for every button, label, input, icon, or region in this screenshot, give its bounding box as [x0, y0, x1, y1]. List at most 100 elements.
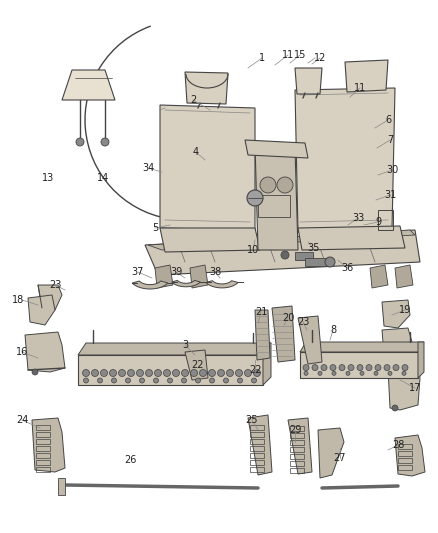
Circle shape [346, 372, 350, 375]
Circle shape [247, 190, 263, 206]
Polygon shape [300, 342, 424, 352]
Circle shape [393, 365, 399, 370]
Circle shape [325, 257, 335, 267]
Text: 11: 11 [354, 83, 366, 93]
Circle shape [357, 365, 363, 370]
Text: 31: 31 [384, 190, 396, 200]
Text: 33: 33 [352, 213, 364, 223]
Polygon shape [288, 418, 312, 474]
Circle shape [332, 372, 336, 375]
Circle shape [82, 369, 89, 376]
Circle shape [223, 378, 229, 383]
Circle shape [236, 369, 243, 376]
Polygon shape [345, 60, 388, 92]
Polygon shape [300, 352, 418, 378]
Text: 28: 28 [392, 440, 404, 450]
Polygon shape [38, 285, 62, 310]
Text: 15: 15 [294, 50, 306, 60]
Circle shape [366, 365, 372, 370]
Circle shape [110, 369, 117, 376]
Circle shape [244, 369, 251, 376]
Polygon shape [388, 365, 420, 410]
Text: 7: 7 [387, 135, 393, 145]
Bar [398, 451, 412, 456]
Circle shape [226, 369, 233, 376]
Bar [295, 252, 313, 260]
Bar [250, 460, 264, 465]
Circle shape [101, 138, 109, 146]
Polygon shape [248, 415, 272, 475]
Text: 17: 17 [409, 383, 421, 393]
Polygon shape [418, 342, 424, 378]
Text: 29: 29 [289, 425, 301, 435]
Circle shape [260, 177, 276, 193]
Bar [36, 425, 50, 430]
Circle shape [392, 405, 398, 411]
Circle shape [384, 365, 390, 370]
Polygon shape [255, 310, 270, 360]
Circle shape [402, 365, 408, 370]
Text: 9: 9 [375, 217, 381, 227]
Text: 21: 21 [255, 307, 267, 317]
Text: 37: 37 [132, 267, 144, 277]
Circle shape [402, 372, 406, 375]
Bar [250, 425, 264, 430]
Circle shape [84, 378, 88, 383]
Text: 18: 18 [12, 295, 24, 305]
Bar [36, 439, 50, 444]
Text: 8: 8 [330, 325, 336, 335]
Polygon shape [185, 72, 228, 104]
Polygon shape [263, 343, 271, 385]
Polygon shape [160, 228, 260, 252]
Circle shape [173, 369, 180, 376]
Bar [36, 446, 50, 451]
Polygon shape [78, 355, 263, 385]
Bar [36, 467, 50, 472]
Text: 39: 39 [170, 267, 182, 277]
Circle shape [348, 365, 354, 370]
Circle shape [191, 369, 198, 376]
Bar [258, 195, 290, 217]
Circle shape [237, 378, 243, 383]
Polygon shape [318, 428, 344, 478]
Polygon shape [62, 70, 115, 100]
Polygon shape [298, 316, 322, 364]
Circle shape [153, 378, 159, 383]
Polygon shape [148, 230, 415, 250]
Text: 34: 34 [142, 163, 154, 173]
Circle shape [119, 369, 126, 376]
Circle shape [218, 369, 225, 376]
Text: 27: 27 [334, 453, 346, 463]
Circle shape [127, 369, 134, 376]
Text: 2: 2 [190, 95, 196, 105]
Bar [250, 446, 264, 451]
Polygon shape [185, 350, 208, 380]
Polygon shape [272, 306, 295, 362]
Polygon shape [172, 280, 200, 287]
Text: 6: 6 [385, 115, 391, 125]
Bar [290, 447, 304, 452]
Circle shape [139, 378, 145, 383]
Polygon shape [382, 328, 415, 370]
Bar [290, 461, 304, 466]
Polygon shape [298, 226, 405, 250]
Polygon shape [190, 265, 208, 288]
Circle shape [277, 177, 293, 193]
Polygon shape [160, 105, 255, 230]
Circle shape [137, 369, 144, 376]
Bar [398, 465, 412, 470]
Circle shape [375, 365, 381, 370]
Bar [36, 453, 50, 458]
Polygon shape [132, 281, 168, 289]
Text: 20: 20 [282, 313, 294, 323]
Circle shape [360, 372, 364, 375]
Circle shape [145, 369, 152, 376]
Polygon shape [155, 265, 173, 288]
Text: 5: 5 [152, 223, 158, 233]
Polygon shape [206, 281, 238, 288]
Circle shape [208, 369, 215, 376]
Circle shape [312, 365, 318, 370]
Circle shape [126, 378, 131, 383]
Text: 35: 35 [307, 243, 319, 253]
Polygon shape [382, 300, 410, 328]
